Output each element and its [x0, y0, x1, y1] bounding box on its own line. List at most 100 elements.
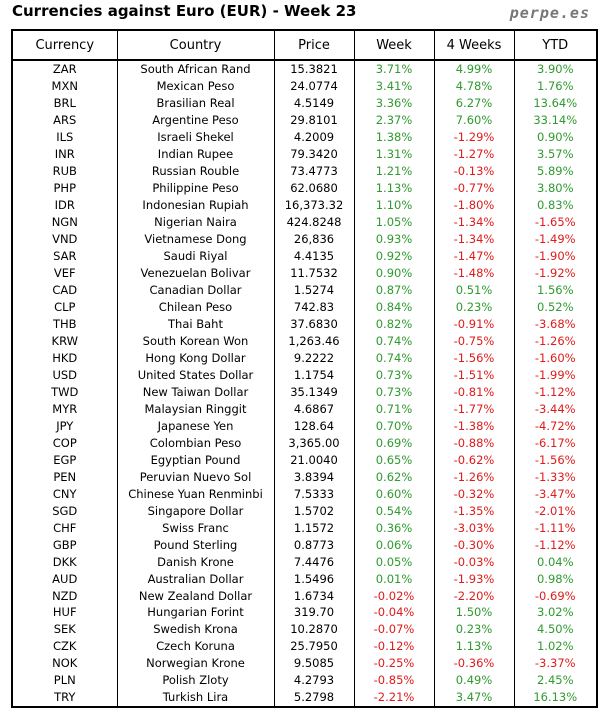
country-cell: Israeli Shekel	[116, 128, 274, 146]
table-row: AUD Australian Dollar 1.5496 0.01% -1.93% 0.9…	[12, 570, 597, 588]
ytd-change-cell: -1.12%	[513, 383, 597, 401]
week-change-cell: 0.74%	[353, 332, 434, 350]
currency-code-cell: ILS	[56, 130, 74, 145]
four-week-change-cell: -0.36%	[433, 654, 514, 672]
currency-code-cell: DKK	[52, 554, 77, 569]
country-cell: Mexican Peso	[116, 77, 274, 95]
week-change-cell: 1.21%	[353, 162, 434, 180]
ytd-change-cell: -1.90%	[513, 247, 597, 265]
ytd-change-cell: 0.90%	[513, 128, 597, 146]
country-cell: South Korean Won	[116, 332, 274, 350]
week-change-cell: 0.74%	[353, 349, 434, 367]
four-week-change-cell: -0.81%	[433, 383, 514, 401]
four-week-change-cell: 0.23%	[433, 620, 514, 638]
price-cell: 1.5496	[273, 570, 354, 588]
table-row: NOK Norwegian Krone 9.5085 -0.25% -0.36% -3.3…	[12, 654, 597, 672]
table-row: CLP Chilean Peso 742.83 0.84% 0.23% 0.52%	[12, 298, 597, 316]
ytd-change-cell: 0.04%	[513, 553, 597, 571]
currency-code-cell: SAR	[53, 249, 77, 264]
week-change-cell: 0.84%	[353, 298, 434, 316]
currency-code-cell: INR	[54, 147, 75, 162]
ytd-change-cell: 1.02%	[513, 637, 597, 655]
currency-code-cell: HKD	[52, 350, 78, 365]
price-cell: 9.5085	[273, 654, 354, 672]
country-cell: Egyptian Pound	[116, 451, 274, 469]
currency-code-cell: SGD	[52, 503, 78, 518]
table-row: SAR Saudi Riyal 4.4135 0.92% -1.47% -1.90%	[12, 247, 597, 265]
currency-code-cell: BRL	[53, 96, 76, 111]
week-change-cell: 0.06%	[353, 536, 434, 554]
week-change-cell: 0.90%	[353, 264, 434, 282]
currency-code-cell: MXN	[51, 79, 78, 94]
price-cell: 1,263.46	[273, 332, 354, 350]
week-change-cell: 1.38%	[353, 128, 434, 146]
price-cell: 1.6734	[273, 587, 354, 604]
ytd-change-cell: -1.26%	[513, 332, 597, 350]
ytd-change-cell: 2.45%	[513, 671, 597, 689]
currency-code-cell: CAD	[52, 283, 78, 298]
ytd-change-cell: -1.99%	[513, 366, 597, 384]
four-week-change-cell: -0.13%	[433, 162, 514, 180]
table-row: RUB Russian Rouble 73.4773 1.21% -0.13% 5.89%	[12, 162, 597, 180]
currency-code-cell: KRW	[51, 333, 78, 348]
price-cell: 7.4476	[273, 553, 354, 571]
four-week-change-cell: -0.88%	[433, 434, 514, 452]
currency-code-cell: NZD	[52, 588, 78, 603]
four-week-change-cell: 3.47%	[433, 688, 514, 707]
country-cell: South African Rand	[116, 60, 274, 78]
table-row: ZAR South African Rand 15.3821 3.71% 4.99% 3.…	[12, 60, 597, 78]
four-week-change-cell: -0.77%	[433, 179, 514, 197]
country-cell: Chilean Peso	[116, 298, 274, 316]
country-cell: Swedish Krona	[116, 620, 274, 638]
currency-code-cell: EGP	[53, 452, 77, 467]
week-change-cell: 2.37%	[353, 111, 434, 129]
table-row: TRY Turkish Lira 5.2798 -2.21% 3.47% 16.13%	[12, 688, 597, 707]
currency-code-cell: PEN	[53, 469, 77, 484]
week-change-cell: 0.05%	[353, 553, 434, 571]
column-header-ytd: YTD	[513, 30, 597, 61]
price-cell: 1.1754	[273, 366, 354, 384]
four-week-change-cell: -1.34%	[433, 230, 514, 248]
ytd-change-cell: 33.14%	[513, 111, 597, 129]
table-row: PLN Polish Zloty 4.2793 -0.85% 0.49% 2.45%	[12, 671, 597, 689]
week-change-cell: -2.21%	[353, 688, 434, 707]
ytd-change-cell: 0.98%	[513, 570, 597, 588]
week-change-cell: 0.36%	[353, 519, 434, 537]
country-cell: New Zealand Dollar	[116, 587, 274, 604]
week-change-cell: 0.71%	[353, 400, 434, 418]
week-change-cell: 0.62%	[353, 468, 434, 486]
country-cell: Hungarian Forint	[116, 604, 274, 621]
currency-code-cell: CLP	[54, 300, 76, 315]
four-week-change-cell: -2.20%	[433, 587, 514, 604]
price-cell: 4.4135	[273, 247, 354, 265]
price-cell: 9.2222	[273, 349, 354, 367]
table-row: HUF Hungarian Forint 319.70 -0.04% 1.50% 3.02…	[12, 604, 597, 621]
week-change-cell: 0.70%	[353, 417, 434, 435]
table-row: CZK Czech Koruna 25.7950 -0.12% 1.13% 1.02%	[12, 637, 597, 655]
page-title: Currencies against Euro (EUR) - Week 23	[12, 2, 357, 20]
price-cell: 319.70	[273, 604, 354, 621]
week-change-cell: 0.60%	[353, 485, 434, 503]
table-row: PEN Peruvian Nuevo Sol 3.8394 0.62% -1.26% -1…	[12, 468, 597, 486]
week-change-cell: 3.71%	[353, 60, 434, 78]
ytd-change-cell: -3.44%	[513, 400, 597, 418]
ytd-change-cell: -3.47%	[513, 485, 597, 503]
week-change-cell: 0.92%	[353, 247, 434, 265]
ytd-change-cell: -1.60%	[513, 349, 597, 367]
ytd-change-cell: -6.17%	[513, 434, 597, 452]
week-change-cell: 0.01%	[353, 570, 434, 588]
table-row: NGN Nigerian Naira 424.8248 1.05% -1.34% -1.6…	[12, 213, 597, 231]
price-cell: 4.6867	[273, 400, 354, 418]
currency-code-cell: TWD	[51, 384, 79, 399]
ytd-change-cell: 3.57%	[513, 145, 597, 163]
country-cell: Saudi Riyal	[116, 247, 274, 265]
four-week-change-cell: -1.51%	[433, 366, 514, 384]
ytd-change-cell: 1.56%	[513, 281, 597, 299]
ytd-change-cell: 16.13%	[513, 688, 597, 707]
ytd-change-cell: -0.69%	[513, 587, 597, 604]
price-cell: 0.8773	[273, 536, 354, 554]
four-week-change-cell: -0.75%	[433, 332, 514, 350]
country-cell: Canadian Dollar	[116, 281, 274, 299]
week-change-cell: 0.69%	[353, 434, 434, 452]
week-change-cell: 1.13%	[353, 179, 434, 197]
